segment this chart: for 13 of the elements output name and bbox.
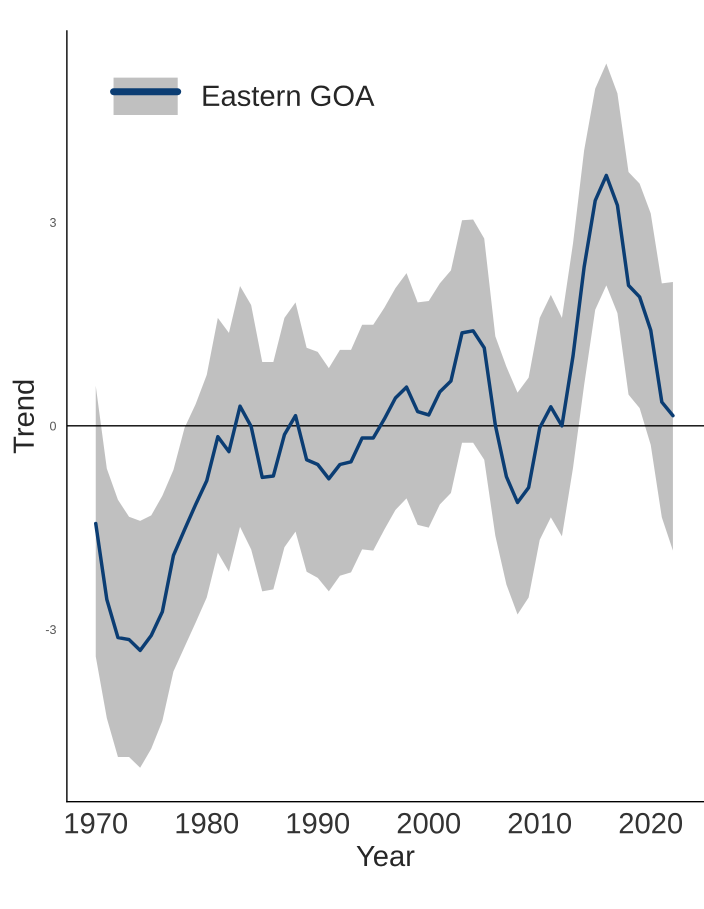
x-tick-label: 2010	[508, 812, 572, 834]
x-tick-label: 1990	[288, 812, 350, 834]
legend-label: Eastern GOA	[203, 86, 374, 106]
x-tick-label: 2020	[620, 812, 682, 834]
y-axis-title: Trend	[12, 380, 34, 454]
x-tick-label: 1980	[176, 812, 238, 834]
y-tick-label: -3	[46, 625, 56, 634]
x-tick-label: 2000	[398, 812, 460, 834]
y-tick-label: 0	[50, 422, 56, 430]
x-axis-title: Year	[356, 846, 414, 866]
y-tick-label: 3	[50, 218, 56, 227]
line-series	[94, 174, 675, 652]
x-tick-label: 1970	[66, 812, 128, 834]
